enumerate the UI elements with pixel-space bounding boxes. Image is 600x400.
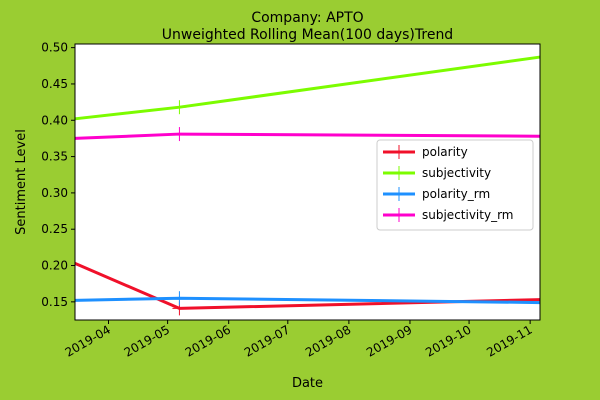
- chart-title-line-2: Unweighted Rolling Mean(100 days)Trend: [162, 27, 453, 43]
- y-tick-label: 0.25: [41, 222, 68, 236]
- y-tick-label: 0.35: [41, 150, 68, 164]
- x-tick-label: 2019-04: [63, 322, 113, 359]
- legend-item-polarity_rm: polarity_rm: [383, 187, 490, 201]
- x-tick-label: 2019-06: [183, 322, 233, 359]
- x-tick-label: 2019-10: [423, 322, 473, 359]
- legend-label: subjectivity_rm: [422, 208, 513, 222]
- y-axis: 0.15 0.20 0.25 0.30 0.35 0.40 0.45 0.50: [41, 41, 75, 309]
- plot-frame: [74, 43, 541, 321]
- legend-item-subjectivity_rm: subjectivity_rm: [383, 208, 513, 222]
- legend-item-polarity: polarity: [383, 145, 468, 159]
- legend-label: polarity_rm: [422, 187, 490, 201]
- legend-item-subjectivity: subjectivity: [383, 166, 491, 180]
- x-axis: 2019-04 2019-05 2019-06 2019-07 2019-08 2019-…: [63, 320, 535, 360]
- legend-label: subjectivity: [422, 166, 491, 180]
- series-layer: [74, 55, 541, 316]
- x-axis-label: Date: [292, 376, 323, 391]
- x-tick-label: 2019-11: [484, 322, 534, 359]
- series-marker-subjectivity: [172, 100, 187, 115]
- y-tick-label: 0.20: [41, 259, 68, 273]
- series-marker-subjectivity_rm: [172, 127, 187, 142]
- legend: polarity subjectivity polarity_rm subjectiv…: [376, 139, 534, 231]
- y-tick-label: 0.45: [41, 77, 68, 91]
- x-tick-label: 2019-05: [122, 322, 172, 359]
- legend-label: polarity: [422, 145, 468, 159]
- y-axis-label: Sentiment Level: [14, 129, 29, 235]
- y-tick-label: 0.50: [41, 41, 68, 55]
- y-tick-label: 0.40: [41, 113, 68, 127]
- series-marker-polarity_rm: [172, 291, 187, 306]
- y-tick-label: 0.15: [41, 295, 68, 309]
- legend-box: [376, 139, 534, 231]
- chart-title-line-1: Company: APTO: [251, 10, 363, 26]
- x-tick-label: 2019-09: [364, 322, 414, 359]
- x-tick-label: 2019-08: [303, 322, 353, 359]
- x-tick-label: 2019-07: [242, 322, 292, 359]
- y-tick-label: 0.30: [41, 186, 68, 200]
